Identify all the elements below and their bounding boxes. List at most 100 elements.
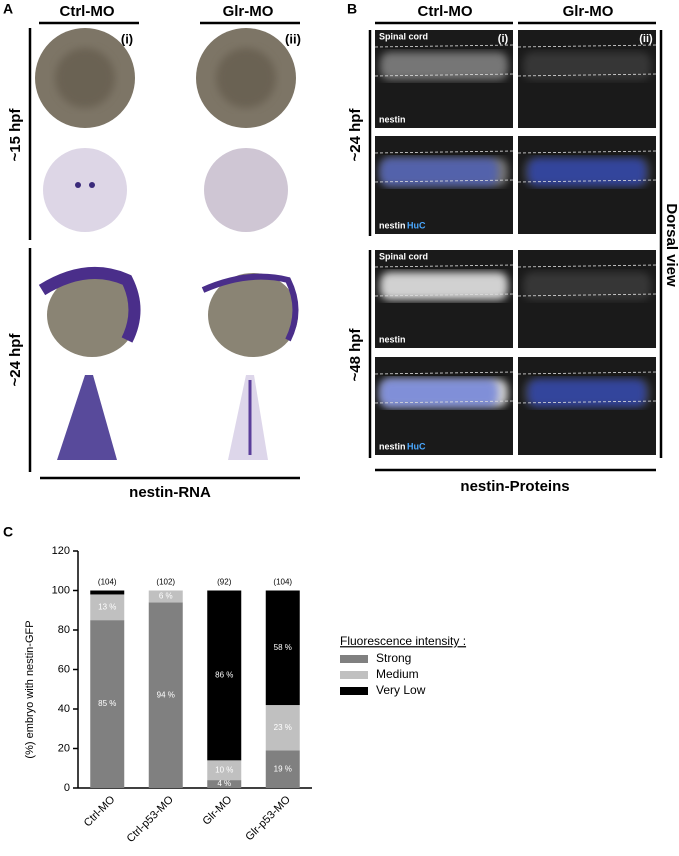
- y-tick-label: 80: [58, 624, 70, 636]
- embryo-image: [55, 48, 115, 108]
- embryo-image: [228, 375, 268, 460]
- row-label: ~48 hpf: [347, 328, 364, 382]
- y-tick-label: 60: [58, 663, 70, 675]
- legend-label: Very Low: [376, 683, 426, 697]
- legend-swatch: [340, 655, 368, 663]
- bar-segment: [90, 594, 125, 621]
- bar-segment: [265, 750, 300, 788]
- value-label: 10 %: [215, 765, 233, 774]
- rule: [517, 150, 657, 154]
- panel-caption: nestin-RNA: [129, 484, 211, 501]
- bar-segment: [207, 780, 242, 788]
- x-tick-label: Glr-MO: [200, 793, 234, 827]
- bar-segment: [148, 590, 183, 603]
- image-label: nestin: [379, 114, 406, 124]
- rule: [374, 179, 514, 183]
- bar-segment: [207, 760, 242, 781]
- side-label: Dorsal view: [663, 203, 679, 287]
- value-label: 6 %: [159, 592, 173, 601]
- signal: [380, 272, 508, 300]
- column-header: Glr-MO: [563, 3, 614, 20]
- embryo-image: [47, 273, 137, 357]
- row-label: ~24 hpf: [7, 333, 24, 387]
- image-label: HuC: [407, 441, 426, 451]
- y-tick-label: 40: [58, 703, 70, 715]
- image-label: nestin: [379, 220, 406, 230]
- embryo-image: [216, 48, 276, 108]
- signal: [523, 272, 651, 300]
- panel-index: (ii): [285, 31, 301, 46]
- x-tick-label: Ctrl-p53-MO: [125, 793, 177, 845]
- value-label: 13 %: [98, 602, 116, 611]
- value-label: 85 %: [98, 699, 116, 708]
- signal: [523, 52, 651, 80]
- panel-label: A: [3, 1, 13, 17]
- image-label: Spinal cord: [379, 31, 428, 41]
- x-tick-label: Ctrl-MO: [82, 793, 118, 829]
- value-label: 94 %: [157, 690, 175, 699]
- legend-swatch: [340, 671, 368, 679]
- rule: [517, 73, 657, 77]
- rule: [374, 150, 514, 154]
- rule: [374, 293, 514, 297]
- n-label: (92): [217, 578, 232, 587]
- image-label: nestin: [379, 441, 406, 451]
- embryo-image: [204, 148, 288, 232]
- rule: [517, 44, 657, 48]
- n-label: (104): [98, 578, 117, 587]
- panel-caption: nestin-Proteins: [460, 478, 569, 495]
- legend-swatch: [340, 687, 368, 695]
- y-axis-label: (%) embryo with nestin-GFP: [24, 620, 36, 758]
- rule: [374, 264, 514, 268]
- panel-label: B: [347, 1, 357, 17]
- legend-label: Medium: [376, 667, 419, 681]
- rule: [517, 179, 657, 183]
- panel-index: (i): [121, 31, 133, 46]
- value-label: 86 %: [215, 671, 233, 680]
- n-label: (104): [273, 578, 292, 587]
- signal: [380, 379, 498, 407]
- embryo-spot: [75, 182, 81, 188]
- bar-segment: [207, 590, 242, 761]
- column-header: Ctrl-MO: [418, 3, 473, 20]
- bar-segment: [90, 620, 125, 788]
- bar-segment: [90, 590, 125, 595]
- value-label: 58 %: [274, 643, 292, 652]
- panel-index: (ii): [639, 33, 653, 45]
- signal: [380, 158, 498, 186]
- value-label: 23 %: [274, 723, 292, 732]
- y-tick-label: 100: [52, 584, 70, 596]
- row-label: ~24 hpf: [347, 108, 364, 162]
- rule: [517, 293, 657, 297]
- x-tick-label: Glr-p53-MO: [243, 793, 293, 843]
- signal: [380, 52, 508, 80]
- rule: [517, 264, 657, 268]
- rule: [517, 400, 657, 404]
- embryo-image: [57, 375, 117, 460]
- column-header: Glr-MO: [223, 3, 274, 20]
- signal: [528, 379, 646, 407]
- embryo-image: [201, 273, 299, 342]
- rule: [374, 400, 514, 404]
- y-tick-label: 20: [58, 742, 70, 754]
- legend-title: Fluorescence intensity :: [340, 634, 466, 648]
- image-label: HuC: [407, 220, 426, 230]
- bar-segment: [148, 602, 183, 788]
- image-label: Spinal cord: [379, 251, 428, 261]
- y-tick-label: 120: [52, 545, 70, 557]
- embryo-image: [208, 273, 298, 357]
- column-header: Ctrl-MO: [60, 3, 115, 20]
- embryo-image: [43, 148, 127, 232]
- rule: [374, 44, 514, 48]
- panel-label: C: [3, 524, 13, 540]
- value-label: 19 %: [274, 764, 292, 773]
- embryo-spot: [89, 182, 95, 188]
- bar-segment: [265, 705, 300, 751]
- n-label: (102): [156, 578, 175, 587]
- y-tick-label: 0: [64, 782, 70, 794]
- rule: [374, 73, 514, 77]
- bar-segment: [265, 590, 300, 706]
- rule: [517, 371, 657, 375]
- image-label: nestin: [379, 334, 406, 344]
